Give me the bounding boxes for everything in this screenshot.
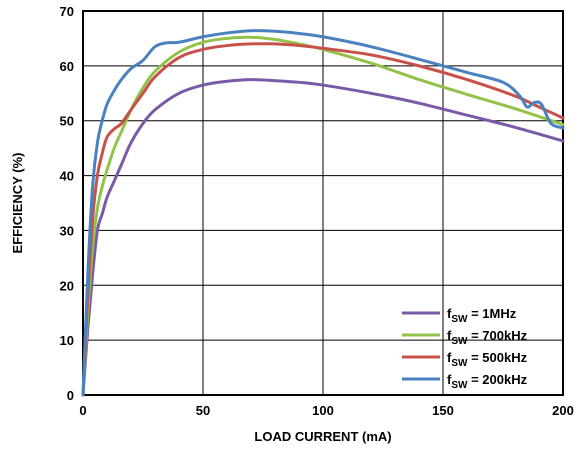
y-tick-label: 30 bbox=[60, 223, 74, 238]
legend: fSW = 1MHz fSW = 700kHz fSW = 500kHz fSW = … bbox=[402, 306, 528, 391]
y-tick-label: 40 bbox=[60, 169, 74, 184]
x-tick-label: 0 bbox=[79, 403, 86, 418]
plot-frame bbox=[82, 10, 564, 396]
legend-item: fSW = 1MHz bbox=[402, 306, 517, 325]
y-tick-label: 0 bbox=[67, 388, 74, 403]
x-tick-label: 100 bbox=[312, 403, 334, 418]
legend-item: fSW = 700kHz bbox=[402, 328, 528, 347]
legend-label: fSW = 200kHz bbox=[447, 372, 528, 391]
legend-label: fSW = 1MHz bbox=[447, 306, 517, 325]
y-tick-label: 60 bbox=[60, 59, 74, 74]
series-line-3 bbox=[81, 29, 565, 397]
y-axis-title: EFFICIENCY (%) bbox=[10, 153, 25, 254]
y-tick-label: 10 bbox=[60, 333, 74, 348]
series-line-2 bbox=[81, 42, 565, 397]
x-axis-title: LOAD CURRENT (mA) bbox=[254, 429, 391, 444]
series-line-0 bbox=[81, 78, 565, 397]
legend-item: fSW = 500kHz bbox=[402, 350, 528, 369]
series-line-1 bbox=[81, 35, 565, 397]
x-tick-label: 50 bbox=[196, 403, 210, 418]
x-tick-label: 150 bbox=[432, 403, 454, 418]
x-tick-label: 200 bbox=[552, 403, 574, 418]
y-tick-label: 20 bbox=[60, 278, 74, 293]
y-tick-label: 50 bbox=[60, 114, 74, 129]
y-tick-label: 70 bbox=[60, 4, 74, 19]
legend-label: fSW = 500kHz bbox=[447, 350, 528, 369]
series-lines bbox=[81, 29, 565, 397]
grid-lines bbox=[83, 11, 563, 395]
legend-label: fSW = 700kHz bbox=[447, 328, 528, 347]
legend-item: fSW = 200kHz bbox=[402, 372, 528, 391]
tick-labels: 0 50 100 150 200 0 10 20 30 40 50 60 70 bbox=[60, 4, 574, 418]
